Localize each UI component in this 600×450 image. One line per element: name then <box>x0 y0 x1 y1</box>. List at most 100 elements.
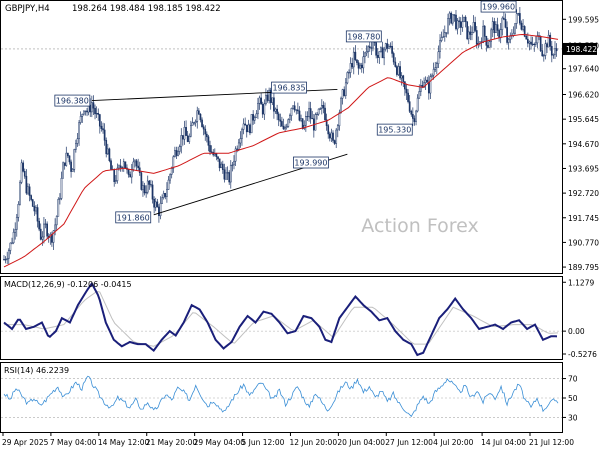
candle-body <box>63 162 66 166</box>
candle-body <box>33 206 36 212</box>
candle-body <box>92 102 95 109</box>
candle-body <box>490 29 492 42</box>
candle-body <box>150 184 152 186</box>
candle-body <box>258 97 261 104</box>
candle-body <box>215 153 218 158</box>
candle-body <box>25 175 28 194</box>
candle-body <box>392 53 395 63</box>
candle-body <box>105 140 108 155</box>
candle-body <box>471 32 473 35</box>
candle-body <box>4 259 7 261</box>
candle-body <box>408 101 411 112</box>
x-tick-label: 7 May 04:00 <box>50 438 97 447</box>
candle-body <box>60 177 63 199</box>
candle-body <box>234 148 237 162</box>
candle-body <box>269 89 272 103</box>
candle-body <box>443 32 446 37</box>
candle-body <box>416 97 419 112</box>
candle-body <box>135 160 138 167</box>
candle-body <box>57 198 60 217</box>
candle-body <box>95 113 98 115</box>
rsi-panel <box>0 362 563 433</box>
price-tick-label: 199.595 <box>568 15 599 24</box>
candle-body <box>333 140 336 144</box>
symbol-label: GBPJPY,H4 <box>5 4 50 14</box>
candle-body <box>236 148 239 150</box>
candle-body <box>153 198 155 208</box>
candle-body <box>196 110 199 122</box>
candle-body <box>311 118 314 120</box>
candle-body <box>287 119 290 127</box>
candle-body <box>282 126 285 130</box>
candle-body <box>378 51 381 58</box>
candle-body <box>442 36 445 38</box>
price-tick-label: 192.720 <box>568 189 599 198</box>
candle-body <box>226 172 229 174</box>
candle-body <box>554 48 556 55</box>
candle-body <box>346 72 349 84</box>
candle-body <box>55 216 58 226</box>
candle-body <box>70 161 72 172</box>
candle-body <box>483 25 486 37</box>
candle-body <box>233 160 235 166</box>
candle-body <box>407 92 409 102</box>
candle-body <box>440 37 443 41</box>
candle-body <box>418 91 421 99</box>
candle-body <box>306 116 309 118</box>
x-tick-label: 29 Apr 2025 <box>2 438 49 447</box>
candle-body <box>503 17 505 20</box>
candle-body <box>178 146 181 152</box>
candle-body <box>464 16 467 22</box>
candle-body <box>239 138 242 144</box>
candle-body <box>202 126 205 130</box>
candle-body <box>19 182 21 205</box>
candle-body <box>199 113 202 121</box>
candle-body <box>362 56 365 69</box>
candle-body <box>191 122 194 126</box>
candle-body <box>434 67 437 70</box>
candle-body <box>397 66 400 75</box>
candle-body <box>322 105 325 109</box>
candle-body <box>207 136 210 146</box>
candle-body <box>466 21 469 40</box>
candle-body <box>166 189 168 197</box>
price-tick-label: 195.645 <box>568 115 599 124</box>
candle-body <box>46 223 48 237</box>
rsi-tick-label: 30 <box>568 413 578 422</box>
candle-body <box>463 16 465 23</box>
candle-body <box>450 12 453 24</box>
candle-body <box>549 34 552 47</box>
candle-body <box>229 165 232 183</box>
candle-body <box>290 108 293 116</box>
candle-body <box>175 150 178 156</box>
candle-body <box>180 135 183 148</box>
candle-body <box>351 63 354 68</box>
candle-body <box>435 63 438 68</box>
candle-body <box>75 143 77 150</box>
candle-body <box>247 124 250 133</box>
candle-body <box>300 118 302 121</box>
candle-body <box>284 127 286 130</box>
candle-body <box>320 105 323 109</box>
candle-body <box>78 122 80 140</box>
candle-body <box>268 89 270 101</box>
candle-body <box>515 13 518 24</box>
candle-body <box>405 88 408 94</box>
candle-body <box>389 45 392 47</box>
candle-body <box>164 193 167 197</box>
candle-body <box>546 43 548 48</box>
candle-body <box>343 89 346 96</box>
candle-body <box>474 22 476 31</box>
candle-body <box>213 153 216 156</box>
candle-body <box>140 172 143 190</box>
candle-body <box>279 119 282 122</box>
candle-body <box>519 13 521 24</box>
candle-body <box>260 97 262 105</box>
candle-body <box>273 97 275 112</box>
candle-body <box>261 103 264 115</box>
candle-body <box>201 119 203 128</box>
candle-body <box>547 34 550 48</box>
candle-body <box>459 21 462 28</box>
candle-body <box>253 117 256 121</box>
candle-body <box>534 42 537 45</box>
